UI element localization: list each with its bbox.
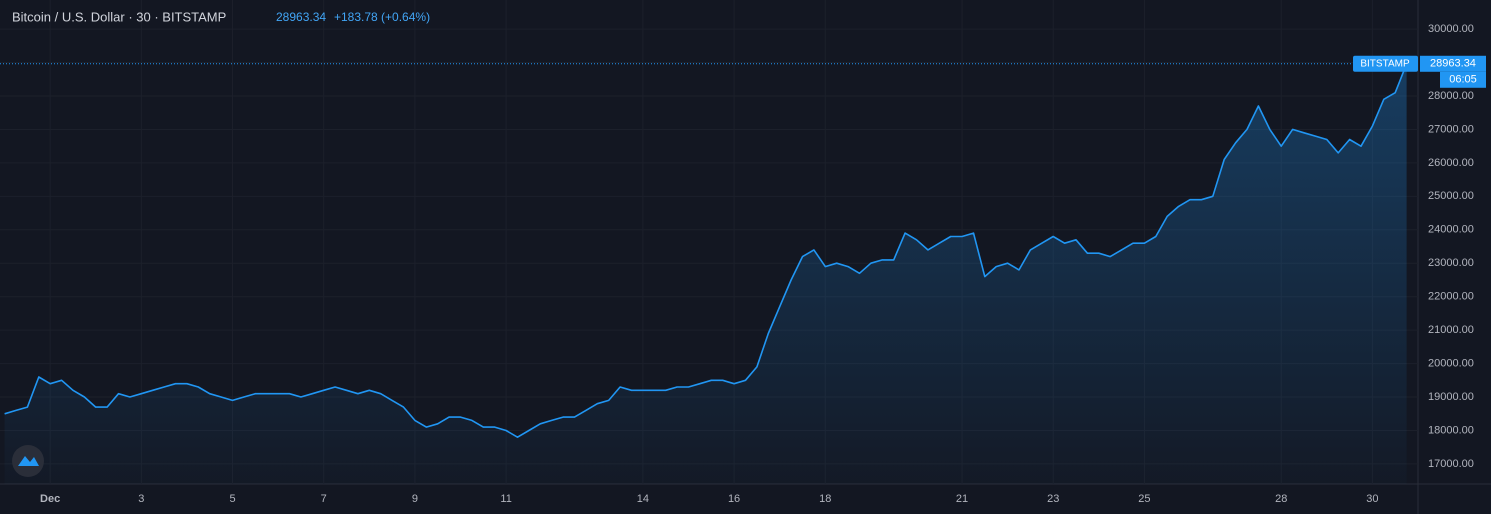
x-tick-label: 23 xyxy=(1047,493,1059,505)
x-tick-label: Dec xyxy=(40,493,60,505)
price-change: +183.78 (+0.64%) xyxy=(334,10,430,24)
y-tick-label: 18000.00 xyxy=(1428,424,1474,436)
x-tick-label: 30 xyxy=(1366,493,1378,505)
y-tick-label: 30000.00 xyxy=(1428,23,1474,35)
x-tick-label: 25 xyxy=(1138,493,1150,505)
exchange-tag xyxy=(1353,55,1418,72)
x-tick-label: 5 xyxy=(229,493,235,505)
price-tag xyxy=(1420,55,1486,72)
last-price: 28963.34 xyxy=(276,10,326,24)
x-tick-label: 14 xyxy=(637,493,649,505)
x-tick-label: 18 xyxy=(819,493,831,505)
price-tag-label: 28963.34 xyxy=(1430,58,1476,70)
y-tick-label: 25000.00 xyxy=(1428,190,1474,202)
logo xyxy=(12,445,44,477)
symbol-title: Bitcoin / U.S. Dollar · 30 · BITSTAMP xyxy=(12,9,226,24)
y-tick-label: 21000.00 xyxy=(1428,324,1474,336)
x-tick-label: 28 xyxy=(1275,493,1287,505)
y-tick-label: 23000.00 xyxy=(1428,257,1474,269)
y-tick-label: 24000.00 xyxy=(1428,224,1474,236)
exchange-tag-label: BITSTAMP xyxy=(1360,58,1410,69)
y-tick-label: 26000.00 xyxy=(1428,157,1474,169)
x-tick-label: 3 xyxy=(138,493,144,505)
x-tick-label: 16 xyxy=(728,493,740,505)
countdown-label: 06:05 xyxy=(1449,74,1477,86)
y-tick-label: 28000.00 xyxy=(1428,90,1474,102)
price-line xyxy=(4,63,1408,438)
x-tick-label: 21 xyxy=(956,493,968,505)
area-fill xyxy=(4,63,1407,485)
y-tick-label: 19000.00 xyxy=(1428,391,1474,403)
plot-area xyxy=(0,63,1418,485)
x-tick-label: 7 xyxy=(321,493,327,505)
y-tick-label: 22000.00 xyxy=(1428,291,1474,303)
y-tick-label: 27000.00 xyxy=(1428,123,1474,135)
y-tick-label: 17000.00 xyxy=(1428,458,1474,470)
countdown-tag xyxy=(1440,71,1486,88)
x-tick-label: 9 xyxy=(412,493,418,505)
y-tick-label: 20000.00 xyxy=(1428,357,1474,369)
x-tick-label: 11 xyxy=(500,493,511,505)
